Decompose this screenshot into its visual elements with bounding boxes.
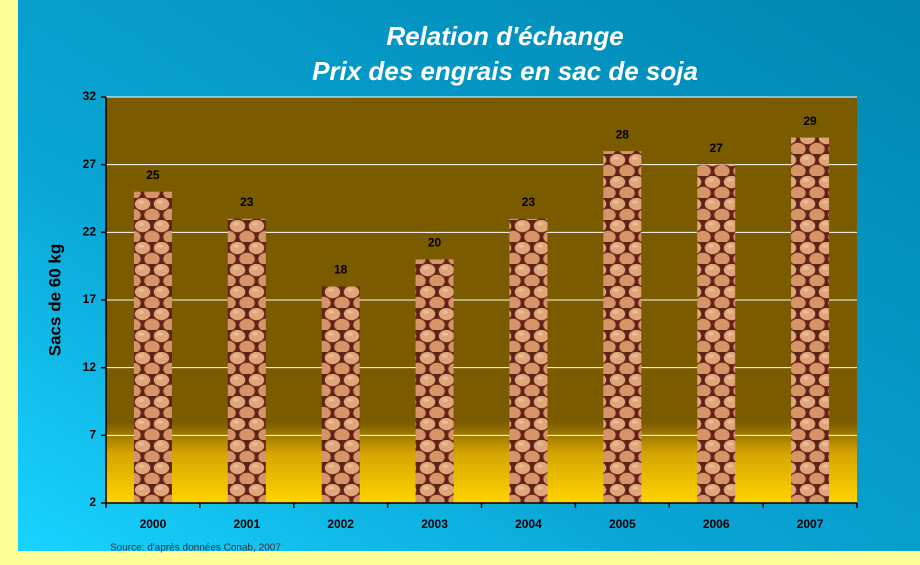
x-tick-label: 2007 <box>797 517 824 531</box>
bar <box>228 219 266 503</box>
x-tick-label: 2000 <box>140 517 167 531</box>
data-label: 20 <box>428 236 442 250</box>
y-tick-label: 17 <box>83 292 97 306</box>
y-axis-title: Sacs de 60 kg <box>45 244 64 356</box>
x-tick-label: 2005 <box>609 517 636 531</box>
data-label: 27 <box>710 141 724 155</box>
data-label: 25 <box>146 168 160 182</box>
y-tick-label: 27 <box>83 157 97 171</box>
x-tick-label: 2004 <box>515 517 542 531</box>
y-tick-label: 32 <box>83 89 97 103</box>
bar <box>791 138 829 503</box>
x-tick-label: 2001 <box>233 517 260 531</box>
bar <box>509 219 547 503</box>
x-tick-label: 2003 <box>421 517 448 531</box>
bar <box>697 165 735 503</box>
page: {"chart_data": {"type": "bar", "title": … <box>0 0 920 565</box>
source-note: Source: d'après données Conab, 2007 <box>110 543 281 554</box>
bar <box>134 192 172 503</box>
data-label: 23 <box>240 195 254 209</box>
chart: Relation d'échange Prix des engrais en s… <box>0 0 920 565</box>
data-label: 23 <box>522 195 536 209</box>
data-label: 29 <box>803 114 817 128</box>
x-tick-label: 2006 <box>703 517 730 531</box>
chart-title: Relation d'échange <box>386 21 623 51</box>
data-label: 28 <box>616 127 630 141</box>
bar <box>416 259 454 503</box>
y-tick-label: 22 <box>83 225 97 239</box>
y-tick-label: 12 <box>83 360 97 374</box>
y-tick-label: 7 <box>89 428 96 442</box>
data-label: 18 <box>334 263 348 277</box>
bar <box>603 151 641 503</box>
bar <box>322 286 360 503</box>
y-tick-label: 2 <box>89 495 96 509</box>
chart-subtitle: Prix des engrais en sac de soja <box>312 56 698 86</box>
x-tick-label: 2002 <box>327 517 354 531</box>
